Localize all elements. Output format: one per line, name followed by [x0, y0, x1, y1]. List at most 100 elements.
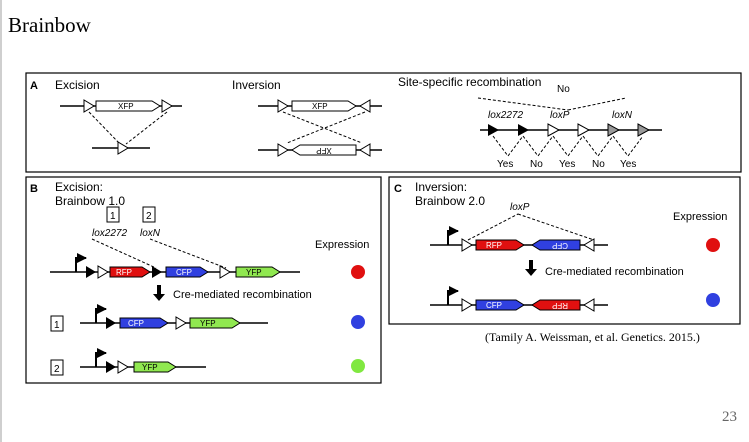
- down-arrow-icon: [525, 260, 537, 276]
- site-lox2272-label: lox2272: [488, 110, 523, 121]
- yfp-label: YFP: [246, 268, 262, 277]
- site-loxn-label: loxN: [612, 110, 633, 121]
- panel-b-expression-label: Expression: [315, 239, 369, 251]
- loxn-site-icon: [637, 123, 651, 137]
- lox-site-icon: [83, 99, 95, 113]
- panel-c: C Inversion: Brainbow 2.0 loxP Expressio…: [388, 176, 741, 325]
- site-box-2-label: 2: [146, 211, 152, 222]
- expression-dot-red: [351, 265, 365, 279]
- site-box-1-label: 1: [110, 211, 116, 222]
- ssr-outcome-3: Yes: [559, 159, 575, 170]
- yfp-gene-icon: [133, 361, 177, 373]
- rfp-label: RFP: [116, 268, 132, 277]
- ssr-outcome-4: No: [592, 159, 605, 170]
- panel-c-letter: C: [394, 183, 402, 195]
- promoter-arrow-icon: [75, 253, 87, 272]
- ssr-outcome-1: Yes: [497, 159, 513, 170]
- slide-left-border: [0, 0, 2, 442]
- site-box-1: [106, 206, 120, 223]
- panel-a: A Excision XFP Inversion XFP: [25, 72, 742, 173]
- site-box-2: [142, 206, 156, 223]
- panel-c-cre-label: Cre-mediated recombination: [545, 266, 684, 278]
- lox-site-icon: [359, 99, 371, 113]
- loxn-site-icon: [97, 265, 109, 279]
- lox2272-site-icon: [86, 266, 96, 278]
- lox2272-site-icon: [488, 124, 499, 136]
- cfp-label: CFP: [176, 268, 192, 277]
- excision-construct: XFP: [60, 99, 182, 155]
- site-loxn-label: loxN: [140, 228, 161, 239]
- loxp-site-icon: [583, 298, 595, 312]
- site-loxp-label: loxP: [510, 202, 530, 213]
- page-number: 23: [722, 409, 737, 425]
- panel-b-cre-label: Cre-mediated recombination: [173, 289, 312, 301]
- expression-dot-blue: [706, 293, 720, 307]
- lox2272-site-icon: [518, 124, 529, 136]
- xfp-gene-icon: [95, 100, 161, 112]
- slide-title: Brainbow: [8, 13, 91, 37]
- xfp-inverted-label: XFP: [316, 146, 332, 155]
- panel-b-letter: B: [30, 183, 38, 195]
- ssr-construct: lox2272 loxP loxN Yes No Yes No Yes: [477, 97, 662, 170]
- panel-a-frame: [25, 72, 742, 173]
- panel-c-expression-label: Expression: [673, 211, 727, 223]
- site-lox2272-label: lox2272: [92, 228, 127, 239]
- cfp-inverted-label: CFP: [552, 241, 568, 250]
- lox2272-site-icon: [106, 361, 116, 373]
- row-1-box: [50, 315, 64, 332]
- panel-a-letter: A: [30, 80, 38, 92]
- yfp-label: YFP: [142, 363, 158, 372]
- xfp-inverted-gene-icon: [291, 144, 357, 156]
- expression-dot-green: [351, 359, 365, 373]
- inversion-construct: XFP XFP: [258, 99, 382, 157]
- loxn-site-icon: [607, 123, 621, 137]
- citation: (Tamily A. Weissman, et al. Genetics. 20…: [485, 330, 700, 344]
- row-2-box: [50, 359, 64, 376]
- inversion-label: Inversion: [232, 78, 281, 92]
- xfp-gene-icon: [291, 100, 357, 112]
- cfp-gene-icon: [475, 299, 525, 311]
- xfp-label: XFP: [118, 102, 134, 111]
- rfp-gene-icon: [109, 266, 151, 278]
- lox-site-icon: [161, 99, 173, 113]
- promoter-arrow-icon: [447, 226, 459, 245]
- cfp-inverted-gene-icon: [531, 239, 581, 251]
- lox-site-icon: [359, 143, 371, 157]
- lox2272-site-icon: [152, 266, 162, 278]
- row-2-label: 2: [54, 364, 60, 375]
- panel-c-title-2: Brainbow 2.0: [415, 194, 485, 208]
- ssr-no-label: No: [557, 84, 570, 95]
- ssr-outcome-2: No: [530, 159, 543, 170]
- promoter-arrow-icon: [447, 286, 459, 305]
- ssr-label: Site-specific recombination: [398, 75, 541, 89]
- panel-c-frame: [388, 176, 741, 325]
- lox-site-icon: [117, 141, 129, 155]
- rfp-inverted-gene-icon: [531, 299, 581, 311]
- loxn-site-icon: [175, 316, 187, 330]
- rfp-inverted-label: RFP: [552, 301, 568, 310]
- site-loxp-label: loxP: [550, 110, 570, 121]
- cfp-gene-icon: [165, 266, 209, 278]
- loxp-site-icon: [577, 123, 591, 137]
- loxn-site-icon: [117, 360, 129, 374]
- panel-b-title-2: Brainbow 1.0: [55, 194, 125, 208]
- rfp-label: RFP: [486, 241, 502, 250]
- lox-site-icon: [277, 99, 289, 113]
- down-arrow-icon: [153, 285, 165, 301]
- yfp-gene-icon: [235, 266, 281, 278]
- loxn-site-icon: [219, 265, 231, 279]
- promoter-arrow-icon: [95, 304, 107, 323]
- panel-b-frame: [25, 176, 382, 384]
- row-1-label: 1: [54, 320, 60, 331]
- yfp-label: YFP: [200, 319, 216, 328]
- promoter-arrow-icon: [95, 348, 107, 367]
- loxp-site-icon: [461, 238, 473, 252]
- cfp-gene-icon: [119, 317, 169, 329]
- loxp-site-icon: [461, 298, 473, 312]
- excision-label: Excision: [55, 78, 100, 92]
- panel-c-title-1: Inversion:: [415, 180, 467, 194]
- loxp-site-icon: [583, 238, 595, 252]
- panel-b: B Excision: Brainbow 1.0 1 2 lox2272 lox…: [25, 176, 382, 384]
- cfp-label: CFP: [486, 301, 502, 310]
